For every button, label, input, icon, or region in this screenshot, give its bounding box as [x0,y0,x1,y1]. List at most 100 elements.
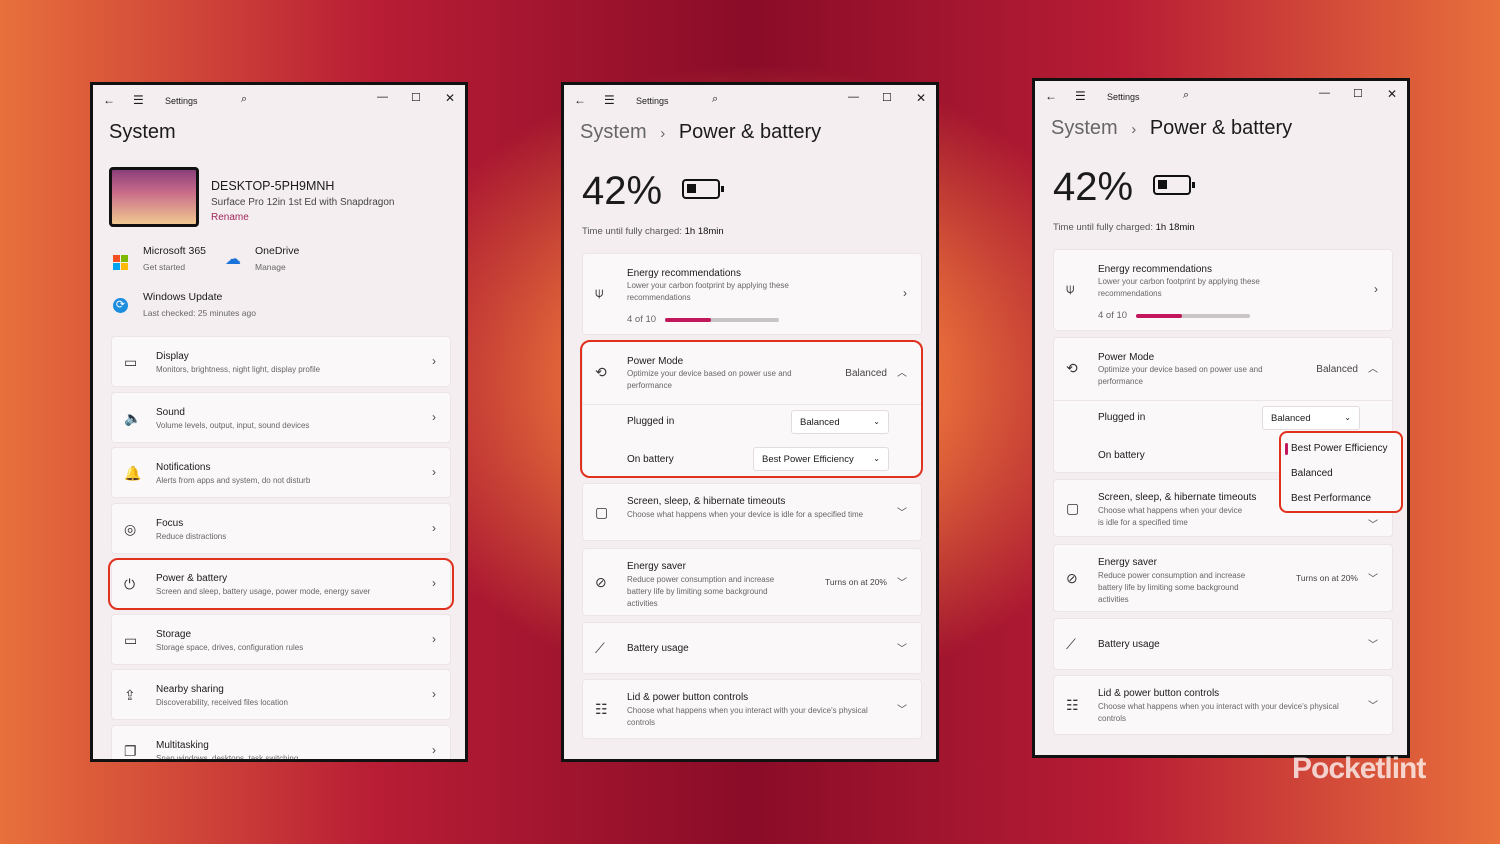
settings-item-display[interactable]: ▭ Display Monitors, brightness, night li… [111,336,451,387]
chevron-right-icon: › [432,409,436,424]
screen-card[interactable]: ▢ Screen, sleep, & hibernate timeouts Ch… [1053,479,1393,537]
on-battery-select[interactable]: Best Power Efficiency ⌄ [753,447,889,471]
power-mode-icon: ⟲ [1066,360,1078,376]
search-icon[interactable]: ⌕ [1183,89,1190,101]
power-mode-card[interactable]: ⟲ Power Mode Optimize your device based … [582,341,922,477]
chevron-right-icon: › [432,354,436,368]
rename-link[interactable]: Rename [211,212,249,223]
chevron-right-icon: › [432,520,436,535]
chevron-down-icon[interactable]: ﹀ [897,705,907,716]
menu-icon[interactable]: ☰ [604,93,615,107]
breadcrumb-system[interactable]: System [580,121,647,143]
device-wallpaper [109,167,199,227]
plugged-in-select[interactable]: Balanced ⌄ [791,410,889,434]
card-title: Battery usage [1098,639,1160,650]
option-best-performance[interactable]: Best Performance [1291,493,1372,504]
chevron-down-icon[interactable]: ﹀ [1368,701,1378,712]
settings-item-notifications[interactable]: 🔔 Notifications Alerts from apps and sys… [111,447,451,498]
charge-status: Time until fully charged: 1h 18min [582,226,724,237]
option-best-power-efficiency[interactable]: Best Power Efficiency [1291,443,1388,454]
maximize-button[interactable]: ☐ [882,92,892,104]
card-title: Lid & power button controls [1098,688,1220,699]
battery-percent: 42% [1053,165,1134,209]
title-bar: ← ☰ Settings ⌕ — ☐ ✕ [93,91,465,113]
chevron-down-icon[interactable]: ﹀ [1368,520,1378,531]
back-icon[interactable]: ← [574,93,586,107]
settings-item-sound[interactable]: 🔈 Sound Volume levels, output, input, so… [111,391,451,443]
search-icon[interactable]: ⌕ [241,93,248,105]
saver-card[interactable]: ⊘ Energy saver Reduce power consumption … [582,548,922,616]
chevron-right-icon: › [432,576,436,590]
item-title: Notifications [156,462,211,473]
back-icon[interactable]: ← [103,93,115,107]
plugged-in-select[interactable]: Balanced ⌄ [1262,406,1360,430]
settings-item-nearby-sharing[interactable]: ⇪ Nearby sharing Discoverability, receiv… [111,669,451,720]
chevron-up-icon[interactable]: ︿ [897,368,907,379]
settings-item-power[interactable]: ⏻ Power & battery Screen and sleep, batt… [111,558,451,609]
breadcrumb: System › Power & battery [1051,117,1292,140]
onedrive-icon: ☁ [225,251,241,268]
close-button[interactable]: ✕ [445,91,456,105]
energy-recommendations-card[interactable]: ⍦ Energy recommendations Lower your carb… [1053,249,1393,331]
display-icon: ▭ [124,354,138,370]
card-subtitle: Choose what happens when your device is … [627,510,864,519]
lid-card[interactable]: ☷ Lid & power button controls Choose wha… [1053,675,1393,735]
saver-card[interactable]: ⊘ Energy saver Reduce power consumption … [1053,544,1393,612]
minimize-button[interactable]: — [1319,87,1330,99]
lid-card[interactable]: ☷ Lid & power button controls Choose wha… [582,679,922,739]
minimize-button[interactable]: — [848,91,859,103]
app-title: Settings [1107,92,1140,102]
search-icon[interactable]: ⌕ [712,93,719,105]
lid-controls-icon: ☷ [595,701,608,717]
page-title: Power & battery [678,121,822,143]
screen-card[interactable]: ▢ Screen, sleep, & hibernate timeouts Ch… [582,483,922,541]
maximize-button[interactable]: ☐ [1353,88,1363,100]
maximize-button[interactable]: ☐ [411,92,421,104]
leaf-icon: ⍦ [1066,280,1075,296]
usage-card[interactable]: ⟋ Battery usage ﹀ [1053,618,1393,670]
settings-item-focus[interactable]: ◎ Focus Reduce distractions › [111,502,451,554]
menu-icon[interactable]: ☰ [133,93,144,107]
chevron-down-icon[interactable]: ﹀ [897,578,907,589]
title-bar: ← ☰ Settings ⌕ — ☐ ✕ [564,91,936,113]
usage-card[interactable]: ⟋ Battery usage ﹀ [582,622,922,674]
quick-link-subtitle: Get started [143,262,186,272]
power-mode-value: Balanced [1316,364,1358,375]
chevron-right-icon: › [1374,282,1378,296]
item-subtitle: Snap windows, desktops, task switching [156,753,299,762]
card-subtitle: Choose what happens when you interact wi… [1098,702,1339,723]
pocketlint-watermark: Pocketlint [1292,752,1426,785]
item-title: Display [156,351,189,362]
chevron-down-icon[interactable]: ﹀ [1368,574,1378,585]
card-title: Power Mode [627,356,684,367]
item-title: Nearby sharing [156,684,224,695]
plugged-in-label: Plugged in [1098,412,1146,423]
nearby-sharing-icon: ⇪ [124,687,136,703]
chevron-down-icon[interactable]: ﹀ [897,508,907,519]
breadcrumb-system[interactable]: System [1051,117,1118,139]
battery-percent: 42% [582,169,663,213]
settings-item-multitasking[interactable]: ❐ Multitasking Snap windows, desktops, t… [111,724,451,762]
menu-icon[interactable]: ☰ [1075,89,1086,103]
title-bar: ← ☰ Settings ⌕ — ☐ ✕ [1035,87,1407,109]
back-icon[interactable]: ← [1045,89,1057,103]
option-balanced[interactable]: Balanced [1291,468,1333,479]
sound-icon: 🔈 [124,409,142,426]
chevron-down-icon[interactable]: ﹀ [1368,640,1378,651]
quick-link-subtitle: Last checked: 25 minutes ago [143,308,256,318]
charge-time: 1h 18min [684,226,724,237]
close-button[interactable]: ✕ [1387,87,1398,101]
close-button[interactable]: ✕ [916,91,927,105]
energy-recommendations-card[interactable]: ⍦ Energy recommendations Lower your carb… [582,253,922,335]
card-title: Energy recommendations [1098,264,1212,275]
card-title: Energy saver [1098,557,1157,568]
settings-item-storage[interactable]: ▭ Storage Storage space, drives, configu… [111,613,451,665]
settings-window-power-dropdown: ← ☰ Settings ⌕ — ☐ ✕ System › Power & ba… [1032,78,1410,758]
item-title: Sound [156,406,185,418]
chevron-up-icon[interactable]: ︿ [1368,364,1378,375]
item-subtitle: Screen and sleep, battery usage, power m… [156,587,371,596]
chevron-down-icon[interactable]: ﹀ [897,644,907,655]
minimize-button[interactable]: — [377,91,388,103]
on-battery-dropdown[interactable]: Best Power Efficiency Balanced Best Perf… [1279,431,1403,513]
microsoft-365-icon [113,249,128,270]
